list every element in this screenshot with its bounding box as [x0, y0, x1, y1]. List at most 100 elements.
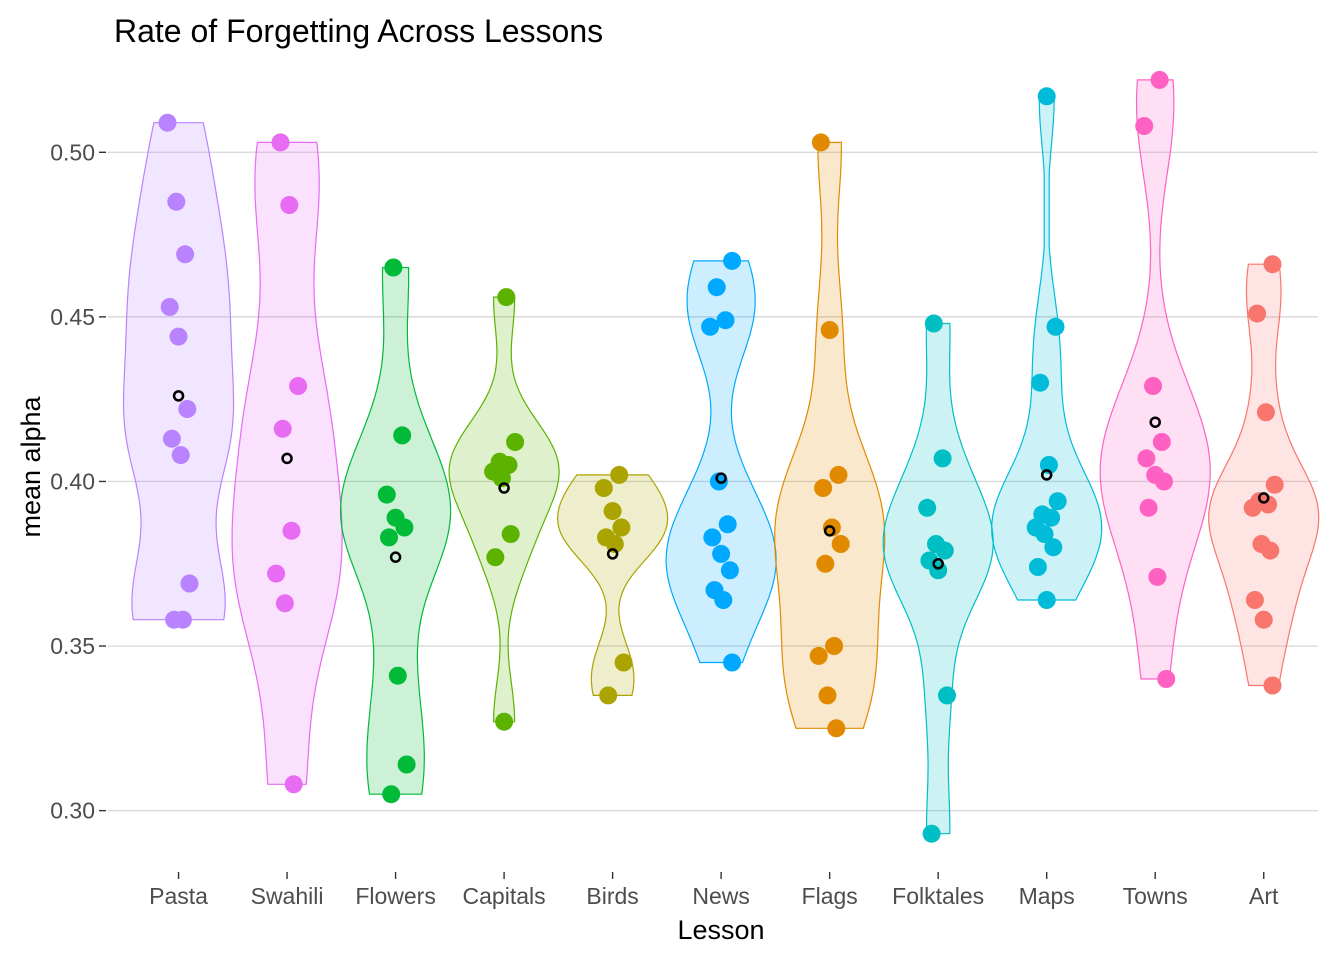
data-point-pasta [178, 400, 197, 418]
chart-title: Rate of Forgetting Across Lessons [114, 13, 603, 49]
x-tick-label: Towns [1123, 883, 1188, 909]
data-point-maps [1037, 591, 1056, 609]
data-point-birds [603, 502, 622, 521]
data-point-capitals [506, 433, 525, 451]
data-point-birds [605, 535, 624, 553]
data-point-swahili [280, 196, 299, 214]
data-point-capitals [486, 548, 505, 567]
data-point-art [1259, 495, 1278, 514]
data-point-flags [814, 479, 833, 497]
data-point-news [723, 251, 742, 270]
data-point-flags [818, 686, 837, 705]
data-point-flags [811, 133, 830, 152]
data-point-art [1248, 304, 1267, 323]
x-tick-label: Folktales [892, 883, 984, 909]
mean-marker-birds [606, 548, 619, 560]
data-point-flowers [397, 755, 416, 774]
data-point-flowers [377, 485, 396, 504]
x-tick-label: Birds [586, 883, 638, 909]
y-tick-label: 0.45 [50, 304, 95, 330]
mean-marker-maps [1040, 469, 1053, 481]
data-point-flowers [393, 426, 412, 445]
data-point-art [1263, 676, 1282, 695]
data-point-swahili [275, 594, 294, 613]
data-point-capitals [495, 712, 514, 731]
mean-marker-news [715, 472, 727, 484]
data-point-art [1254, 610, 1273, 629]
x-axis-title: Lesson [677, 915, 764, 945]
data-point-art [1245, 591, 1264, 609]
y-tick-label: 0.40 [50, 468, 95, 494]
mean-marker-swahili [281, 452, 293, 465]
data-point-towns [1137, 449, 1156, 468]
data-point-flowers [382, 785, 401, 804]
data-point-flowers [395, 518, 414, 537]
data-point-pasta [169, 327, 188, 346]
mean-marker-pasta [172, 390, 185, 402]
mean-marker-art [1257, 492, 1270, 504]
data-point-maps [1031, 373, 1050, 392]
data-point-swahili [267, 564, 286, 583]
data-point-capitals [497, 288, 516, 307]
data-point-folktales [938, 686, 956, 705]
violin-art [1208, 263, 1320, 687]
data-point-news [720, 561, 739, 580]
y-axis-title: mean alpha [16, 395, 46, 537]
data-point-towns [1150, 70, 1169, 89]
data-point-swahili [271, 133, 290, 152]
data-point-swahili [284, 775, 303, 794]
data-point-folktales [918, 498, 937, 517]
data-point-art [1261, 541, 1280, 560]
data-point-birds [594, 479, 613, 497]
data-point-pasta [158, 113, 177, 132]
data-point-capitals [492, 469, 511, 488]
data-point-pasta [162, 429, 181, 448]
data-point-maps [1048, 492, 1067, 511]
x-tick-label: Pasta [149, 883, 208, 909]
data-point-flowers [384, 258, 403, 277]
mean-marker-folktales [932, 558, 944, 570]
data-point-maps [1028, 558, 1047, 576]
data-point-birds [610, 465, 629, 484]
data-point-birds [614, 653, 633, 672]
data-point-maps [1044, 538, 1063, 557]
data-point-flowers [380, 528, 398, 547]
data-point-maps [1039, 456, 1058, 474]
axis-layer: 0.30 0.35 0.40 0.45 0.50 Pasta Swahili Flowers C… [50, 139, 1279, 909]
mean-marker-flowers [389, 551, 402, 563]
y-tick-label: 0.30 [50, 798, 95, 824]
data-point-art [1243, 498, 1262, 517]
data-point-towns [1139, 498, 1158, 517]
data-point-pasta [180, 574, 199, 593]
data-point-flags [827, 719, 846, 738]
data-point-news [716, 311, 735, 330]
data-point-capitals [501, 525, 520, 544]
data-point-maps [1046, 317, 1065, 336]
data-point-news [718, 515, 737, 534]
data-point-folktales [933, 449, 952, 468]
data-point-news [703, 528, 722, 547]
data-point-maps [1037, 87, 1056, 106]
data-point-pasta [167, 192, 186, 211]
violin-birds [556, 474, 669, 696]
data-point-news [701, 317, 720, 336]
x-tick-label: Swahili [251, 883, 324, 909]
data-point-towns [1152, 433, 1171, 451]
data-point-flags [820, 321, 839, 339]
violin-news [665, 260, 777, 664]
x-tick-label: Art [1249, 883, 1279, 909]
mean-layer [172, 390, 1270, 570]
data-point-maps [1035, 525, 1054, 544]
data-point-folktales [929, 561, 948, 580]
data-point-folktales [935, 541, 954, 560]
y-tick-label: 0.35 [50, 633, 95, 659]
data-point-flags [831, 535, 850, 553]
point-layer [158, 70, 1284, 843]
data-point-swahili [282, 521, 301, 540]
data-point-flags [825, 637, 844, 655]
violin-pasta [122, 122, 235, 621]
data-point-flags [809, 646, 828, 665]
violin-flowers [340, 266, 452, 795]
